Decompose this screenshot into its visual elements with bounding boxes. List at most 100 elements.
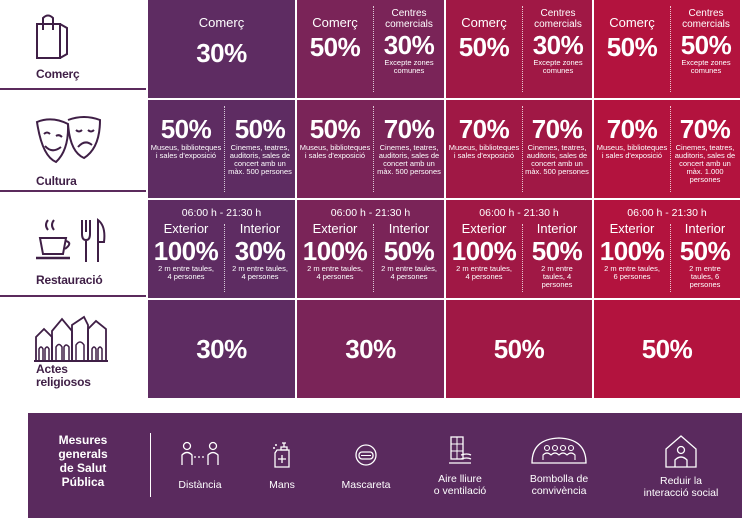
interior-percent: 50%: [531, 236, 583, 266]
religiosos-percent: 30%: [196, 334, 247, 364]
cinemas-sub: 70% Cinemes, teatres, auditoris, sales d…: [524, 116, 590, 176]
museums-sub: 70% Museus, biblioteques i sales d'expos…: [596, 116, 668, 160]
interior-note: 2 m entre taules, 4 persones: [381, 264, 437, 281]
measure-label: Mascareta: [341, 479, 391, 491]
public-health-measures-banner: Mesures generals de Salut Pública Distàn…: [28, 413, 742, 518]
museums-percent: 50%: [160, 114, 212, 144]
museums-note: Museus, biblioteques i sales d'exposició: [150, 143, 222, 160]
opening-hours: 06:00 h - 21:30 h: [181, 207, 262, 219]
cinemas-percent: 70%: [531, 114, 583, 144]
row-label-text: Restauració: [36, 273, 103, 287]
divider: [224, 106, 225, 192]
divider: [373, 224, 374, 292]
measures-title-line: Pública: [61, 475, 105, 489]
cinemas-sub: 70% Cinemes, teatres, auditoris, sales d…: [375, 116, 443, 176]
exterior-percent: 100%: [599, 236, 665, 266]
malls-title: Centres comercials: [534, 8, 582, 30]
comerc-percent: 50%: [606, 32, 658, 62]
exterior-percent: 100%: [302, 236, 368, 266]
museums-sub: 50% Museus, biblioteques i sales d'expos…: [150, 116, 222, 160]
cinemas-sub: 70% Cinemes, teatres, auditoris, sales d…: [672, 116, 738, 184]
comerc-sub: Comerç 50%: [598, 15, 666, 62]
house-person-icon: [665, 435, 697, 468]
shopping-bag-icon: [36, 14, 68, 59]
divider: [670, 106, 671, 192]
measure-label: Distància: [178, 479, 222, 491]
divider: [373, 106, 374, 192]
museums-percent: 70%: [606, 114, 658, 144]
interior-sub: Interior 50% 2 m entre taules, 4 persone…: [524, 222, 590, 289]
museums-note: Museus, biblioteques i sales d'exposició: [299, 143, 371, 160]
comerc-title: Comerç: [609, 15, 655, 30]
cultura-phase4-cell: 70% Museus, biblioteques i sales d'expos…: [594, 100, 740, 198]
coffee-cutlery-icon: [36, 217, 106, 262]
restauracio-phase3-cell: 06:00 h - 21:30 h Exterior 100% 2 m entr…: [446, 200, 592, 298]
church-icon: [34, 315, 108, 362]
cinemas-note: Cinemes, teatres, auditoris, sales de co…: [228, 143, 292, 176]
interior-note: 2 m entre taules, 6 persones: [689, 264, 721, 289]
divider: [522, 6, 523, 92]
malls-sub: Centres comercials 30% Excepte zones com…: [377, 8, 441, 75]
opening-hours: 06:00 h - 21:30 h: [330, 207, 411, 219]
row-label-comerc: Comerç: [0, 0, 146, 90]
malls-sub: Centres comercials 50% Excepte zones com…: [674, 8, 738, 75]
religiosos-percent: 30%: [345, 334, 396, 364]
row-label-text: Actes religiosos: [36, 363, 91, 389]
religiosos-percent: 50%: [493, 334, 545, 364]
row-label-line: religiosos: [36, 375, 91, 389]
divider: [224, 224, 225, 292]
religiosos-phase2-cell: 30%: [297, 300, 444, 398]
measure-label: Mans: [269, 479, 295, 491]
museums-percent: 70%: [458, 114, 510, 144]
interior-sub: Interior 50% 2 m entre taules, 4 persone…: [375, 222, 443, 281]
opening-hours: 06:00 h - 21:30 h: [479, 207, 559, 219]
measure-reduce-interaction: Reduir la interacció social: [628, 433, 734, 499]
exterior-title: Exterior: [609, 221, 655, 236]
comerc-phase4-cell: Comerç 50% Centres comercials 50% Except…: [594, 0, 740, 98]
malls-note: Excepte zones comunes: [681, 58, 731, 75]
interior-title: Interior: [239, 221, 281, 236]
cinemas-note: Cinemes, teatres, auditoris, sales de co…: [674, 143, 736, 184]
interior-note: 2 m entre taules, 4 persones: [541, 264, 573, 289]
cinemas-percent: 70%: [679, 114, 731, 144]
malls-title: Centres comercials: [385, 8, 433, 30]
theatre-masks-icon: [35, 116, 102, 164]
row-label-line: Actes: [36, 362, 68, 376]
measures-title-line: Mesures: [58, 433, 108, 447]
comerc-title: Comerç: [198, 15, 245, 30]
religiosos-phase1-cell: 30%: [148, 300, 295, 398]
restauracio-phase1-cell: 06:00 h - 21:30 h Exterior 100% 2 m entr…: [148, 200, 295, 298]
exterior-title: Exterior: [163, 221, 209, 236]
interior-sub: Interior 30% 2 m entre taules, 4 persone…: [226, 222, 294, 281]
opening-hours: 06:00 h - 21:30 h: [627, 207, 707, 219]
interior-title: Interior: [388, 221, 430, 236]
religiosos-phase3-cell: 50%: [446, 300, 592, 398]
cinemas-note: Cinemes, teatres, auditoris, sales de co…: [377, 143, 441, 176]
comerc-title: Comerç: [312, 15, 358, 30]
interior-title: Interior: [536, 221, 578, 236]
malls-percent: 30%: [383, 30, 435, 60]
comerc-percent: 30%: [196, 38, 247, 68]
malls-note: Excepte zones comunes: [384, 58, 434, 75]
interior-percent: 50%: [679, 236, 731, 266]
cultura-phase3-cell: 70% Museus, biblioteques i sales d'expos…: [446, 100, 592, 198]
measures-title-line: de Salut: [59, 461, 107, 475]
malls-note: Excepte zones comunes: [533, 58, 583, 75]
museums-sub: 70% Museus, biblioteques i sales d'expos…: [448, 116, 520, 160]
divider: [373, 6, 374, 92]
exterior-percent: 100%: [153, 236, 219, 266]
row-label-religiosos: Actes religiosos: [0, 307, 146, 399]
comerc-phase1-cell: Comerç 30%: [148, 0, 295, 98]
exterior-sub: Exterior 100% 2 m entre taules, 4 person…: [448, 222, 520, 281]
restauracio-phase4-cell: 06:00 h - 21:30 h Exterior 100% 2 m entr…: [594, 200, 740, 298]
comerc-title: Comerç: [461, 15, 507, 30]
divider: [670, 6, 671, 92]
exterior-note: 2 m entre taules, 4 persones: [158, 264, 214, 281]
cultura-phase1-cell: 50% Museus, biblioteques i sales d'expos…: [148, 100, 295, 198]
exterior-percent: 100%: [451, 236, 517, 266]
divider: [522, 106, 523, 192]
mask-icon: [355, 444, 377, 466]
exterior-sub: Exterior 100% 2 m entre taules, 4 person…: [299, 222, 371, 281]
measure-label: interacció social: [643, 487, 719, 499]
interior-title: Interior: [684, 221, 726, 236]
